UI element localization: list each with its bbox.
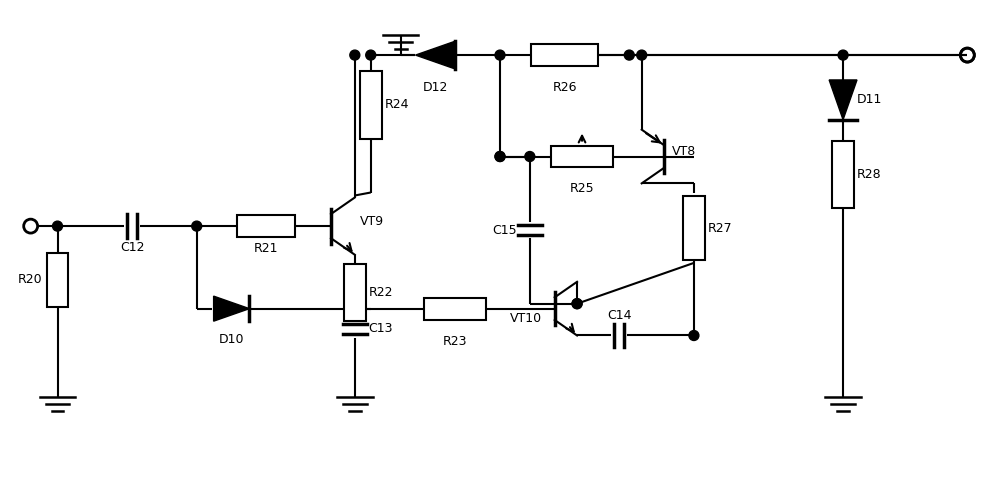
Polygon shape	[829, 80, 857, 120]
Circle shape	[350, 50, 360, 60]
Circle shape	[624, 50, 634, 60]
Circle shape	[495, 152, 505, 162]
Text: D12: D12	[423, 81, 448, 94]
Bar	[360, 71, 382, 139]
Bar	[237, 215, 295, 237]
Polygon shape	[214, 296, 249, 321]
Circle shape	[689, 330, 699, 340]
Circle shape	[572, 299, 582, 309]
Circle shape	[495, 50, 505, 60]
Text: C14: C14	[607, 309, 632, 322]
Circle shape	[637, 50, 647, 60]
Text: D11: D11	[857, 93, 882, 106]
Bar	[47, 253, 68, 307]
Text: VT10: VT10	[510, 312, 542, 325]
Text: C13: C13	[369, 322, 393, 335]
Polygon shape	[415, 41, 455, 69]
Text: D10: D10	[219, 332, 244, 345]
Text: R28: R28	[857, 168, 882, 181]
Circle shape	[572, 299, 582, 309]
Text: C15: C15	[492, 224, 517, 237]
Circle shape	[366, 50, 376, 60]
Text: R25: R25	[570, 182, 594, 195]
Bar	[832, 141, 854, 208]
Bar	[344, 264, 366, 322]
Circle shape	[525, 152, 535, 162]
Text: VT9: VT9	[360, 215, 384, 228]
Bar	[551, 146, 613, 167]
Text: R20: R20	[18, 273, 42, 287]
Circle shape	[53, 221, 62, 231]
Circle shape	[838, 50, 848, 60]
Text: R24: R24	[385, 98, 409, 111]
Text: R26: R26	[552, 81, 577, 94]
Text: R27: R27	[708, 222, 732, 235]
Text: R21: R21	[254, 242, 279, 255]
Text: VT8: VT8	[672, 145, 696, 158]
Bar	[683, 196, 705, 260]
Text: C12: C12	[120, 241, 144, 254]
Text: R22: R22	[369, 286, 393, 299]
Bar	[424, 298, 486, 320]
Text: R23: R23	[443, 334, 467, 347]
Bar	[531, 44, 598, 66]
Circle shape	[192, 221, 202, 231]
Circle shape	[495, 152, 505, 162]
